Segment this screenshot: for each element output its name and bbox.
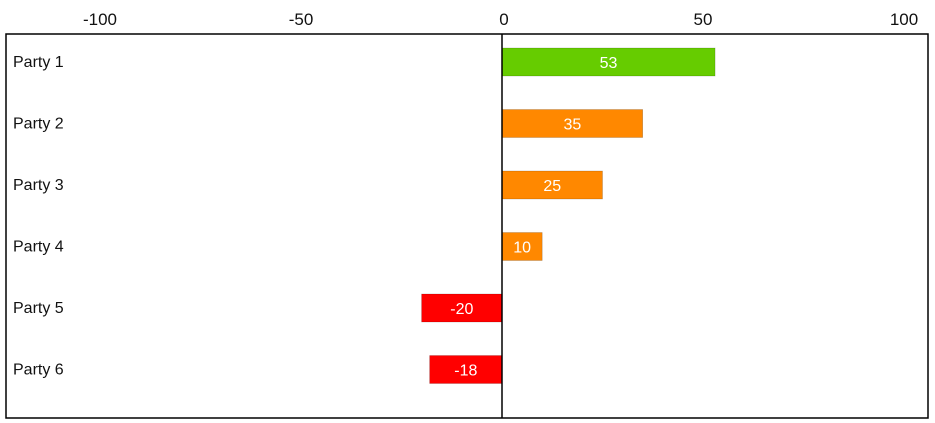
category-label: Party 6	[13, 362, 64, 379]
category-label: Party 3	[13, 177, 64, 194]
bar-value-label: 53	[600, 55, 618, 72]
x-axis-ticks: -100 -50 0 50 100	[83, 10, 918, 29]
bar-value-label: 10	[513, 240, 531, 257]
bar-value-label: 25	[543, 178, 561, 195]
bar-value-label: -18	[454, 363, 477, 380]
plot-area-frame	[5, 33, 929, 419]
category-label: Party 2	[13, 116, 64, 133]
bar	[501, 109, 643, 138]
bar-value-label: -20	[450, 301, 473, 318]
bar	[429, 355, 503, 384]
bar	[421, 293, 503, 323]
bar	[501, 170, 603, 200]
category-label: Party 5	[13, 300, 64, 317]
category-label: Party 4	[13, 239, 64, 256]
category-label: Party 1	[13, 54, 64, 71]
x-tick-label: -100	[83, 10, 117, 29]
x-tick-label: 50	[694, 10, 713, 29]
bar	[501, 47, 716, 77]
x-tick-label: 0	[499, 10, 508, 29]
bar-value-label: 35	[563, 117, 581, 134]
bars-group: 53 35 25 10 -20 -18	[421, 47, 716, 384]
x-tick-label: -50	[289, 10, 314, 29]
x-tick-label: 100	[890, 10, 918, 29]
category-labels: Party 1 Party 2 Party 3 Party 4 Party 5 Party…	[13, 54, 64, 379]
